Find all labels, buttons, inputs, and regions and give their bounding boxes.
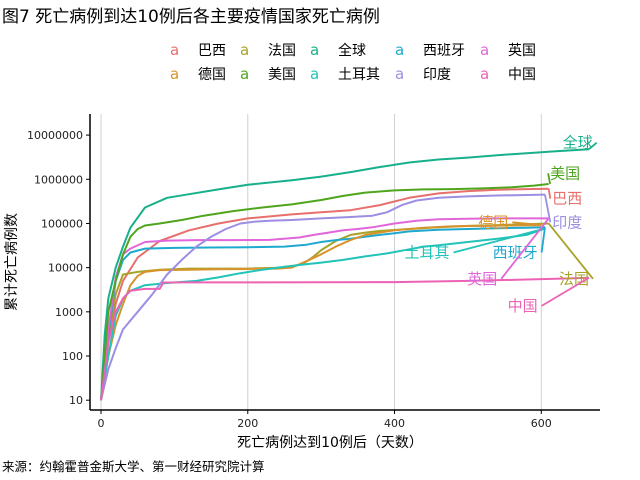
legend-marker: a <box>480 41 489 59</box>
legend-label-中国: 中国 <box>508 67 536 83</box>
series-label: 印度 <box>552 213 582 231</box>
series-line-英国 <box>100 217 549 401</box>
x-tick-label: 200 <box>237 417 258 430</box>
legend-label-全球: 全球 <box>338 42 366 59</box>
legend-label-印度: 印度 <box>423 67 451 83</box>
series-line-印度 <box>100 193 546 401</box>
y-tick-label: 10000 <box>48 262 83 275</box>
label-leader <box>547 188 552 199</box>
legend-label-美国: 美国 <box>268 67 296 83</box>
chart-title: 图7 死亡病例到达10例后各主要疫情国家死亡病例 <box>2 7 380 27</box>
label-leader <box>544 194 552 223</box>
series-label: 中国 <box>508 297 538 315</box>
legend-marker: a <box>310 41 319 59</box>
axes: 10 100 1000 10000 100000 1000000 10000000 0 200 4… <box>4 114 600 451</box>
legend-label-英国: 英国 <box>508 42 536 59</box>
y-tick-label: 10000000 <box>27 129 83 142</box>
series-line-法国 <box>100 222 549 401</box>
legend-label-巴西: 巴西 <box>198 43 226 59</box>
label-leader <box>547 222 594 280</box>
grid <box>100 114 542 410</box>
series-label: 英国 <box>467 270 497 288</box>
series-line-美国 <box>100 183 549 401</box>
x-tick-label: 600 <box>531 417 552 430</box>
y-tick-label: 1000 <box>55 306 83 319</box>
legend-marker: a <box>170 65 179 83</box>
series-label: 美国 <box>550 164 580 182</box>
series-label: 土耳其 <box>405 243 450 261</box>
series-label: 法国 <box>559 270 589 288</box>
source-note: 来源：约翰霍普金斯大学、第一财经研究院计算 <box>2 459 265 474</box>
legend-marker: a <box>240 41 249 59</box>
x-tick-label: 400 <box>384 417 405 430</box>
y-tick-label: 1000000 <box>34 173 83 186</box>
legend-marker: a <box>310 65 319 83</box>
legend-label-土耳其: 土耳其 <box>338 67 380 83</box>
series-line-全球 <box>100 148 590 401</box>
legend-label-德国: 德国 <box>198 67 226 83</box>
y-tick-label: 10 <box>69 394 83 407</box>
legend-marker: a <box>395 41 404 59</box>
legend-marker: a <box>170 41 179 59</box>
legend: a 巴西 a 法国 a 全球 a 西班牙 a 英国 a 德国 a 美国 a 土耳其 a 印度 a 中国 <box>170 41 536 83</box>
label-leader <box>540 227 546 253</box>
legend-marker: a <box>395 65 404 83</box>
legend-label-西班牙: 西班牙 <box>423 43 465 59</box>
series-lines <box>100 148 590 401</box>
label-leader <box>588 141 598 150</box>
series-label: 巴西 <box>552 190 582 208</box>
legend-marker: a <box>480 65 489 83</box>
series-label: 全球 <box>563 134 593 152</box>
series-label: 德国 <box>478 213 508 231</box>
label-leader <box>547 173 551 185</box>
label-leader <box>541 276 590 307</box>
series-line-中国 <box>100 276 590 401</box>
y-tick-label: 100 <box>62 350 83 363</box>
label-leader <box>453 227 546 254</box>
x-tick-label: 0 <box>98 417 105 430</box>
series-label: 西班牙 <box>493 243 538 261</box>
series-line-德国 <box>100 224 542 401</box>
legend-label-法国: 法国 <box>268 43 296 59</box>
label-leader <box>500 217 550 280</box>
y-axis-label: 累计死亡病例数 <box>4 213 20 311</box>
x-axis-label: 死亡病例达到10例后（天数） <box>237 435 423 451</box>
label-leader <box>512 221 542 226</box>
y-tick-label: 100000 <box>41 217 83 230</box>
series-line-西班牙 <box>100 226 546 401</box>
legend-marker: a <box>240 65 249 83</box>
series-line-巴西 <box>100 187 549 401</box>
